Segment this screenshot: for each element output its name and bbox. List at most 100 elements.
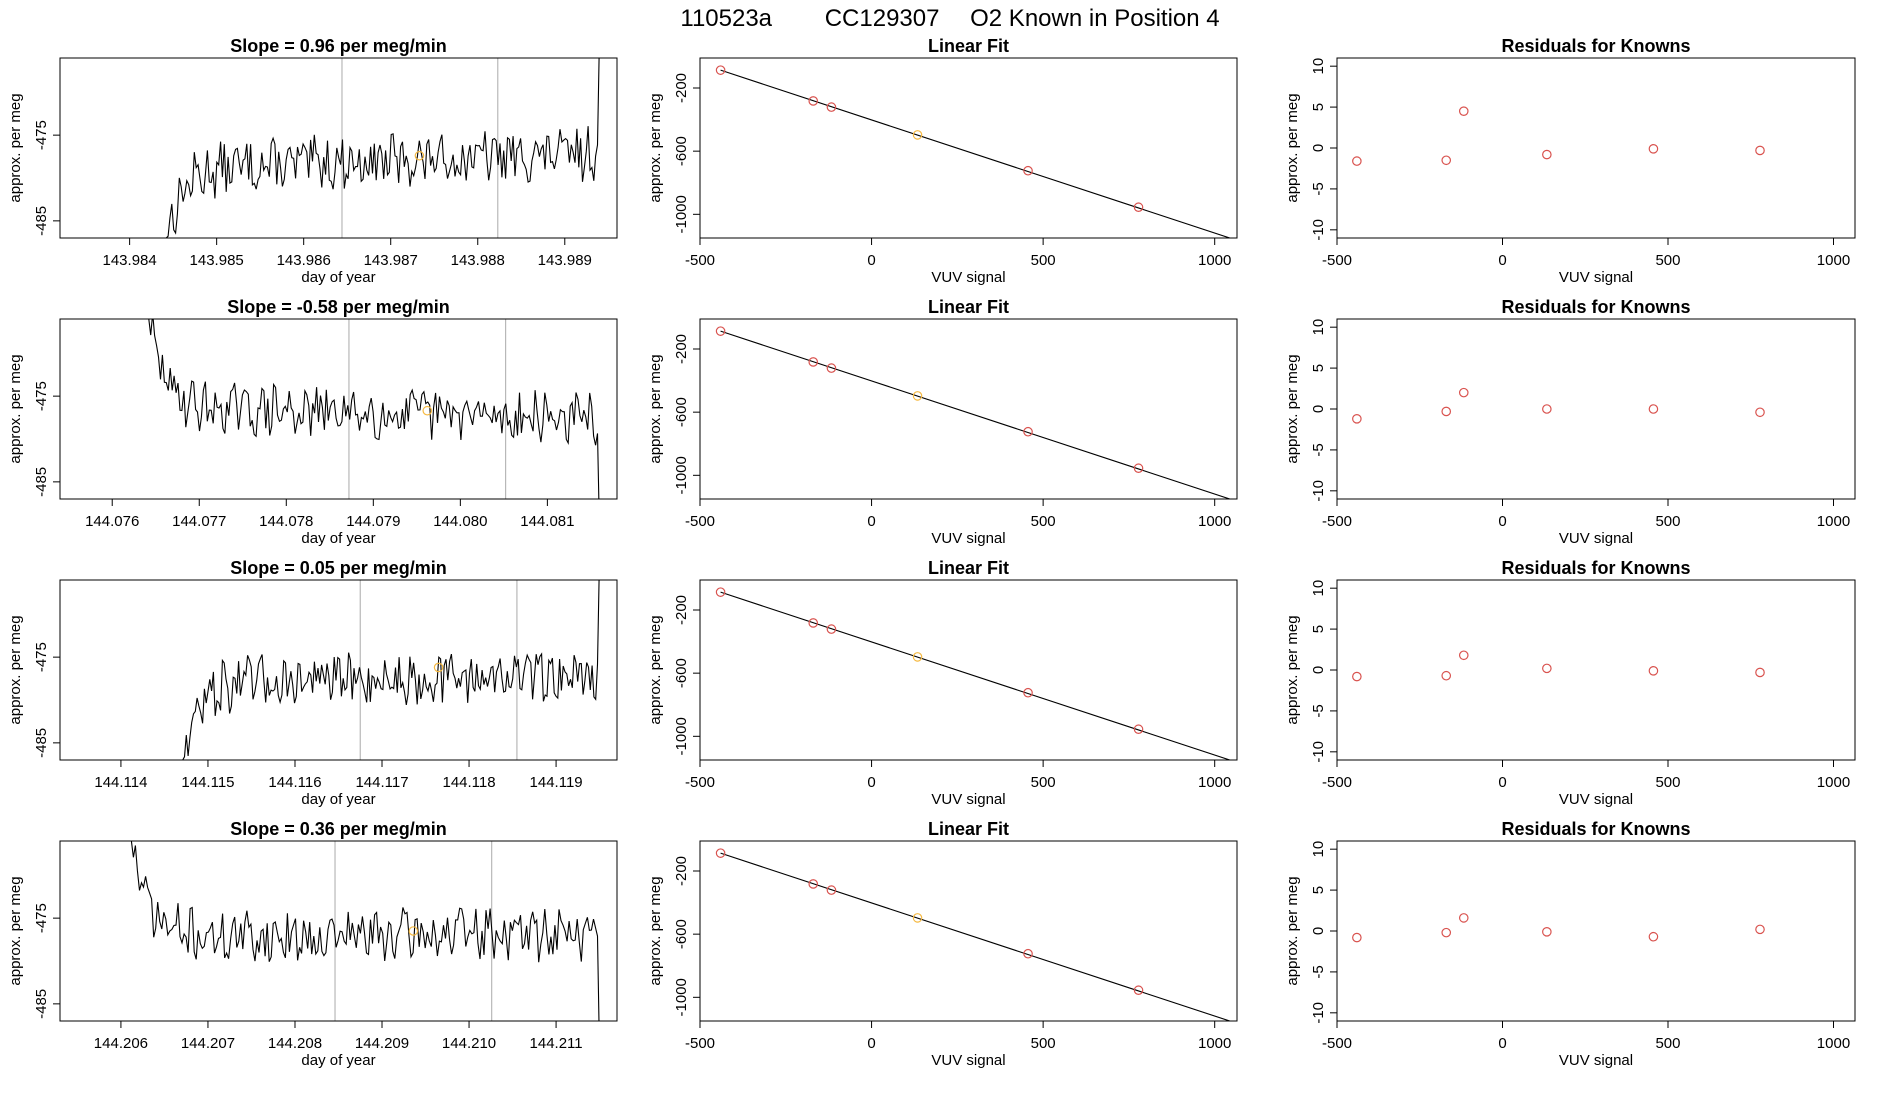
y-tick-label: 5 [1310, 364, 1327, 372]
x-axis-title: VUV signal [1559, 530, 1633, 547]
y-tick-label: -10 [1310, 741, 1327, 763]
data-point [1458, 650, 1469, 661]
y-axis-title: approx. per meg [1284, 354, 1301, 463]
x-axis: -500 0 500 1000 [685, 1020, 1231, 1052]
y-tick-label: 5 [1310, 625, 1327, 633]
x-axis: 144.206 144.207 144.208 144.209 144.210 144.2… [94, 1020, 583, 1052]
x-axis: 144.114 144.115 144.116 144.117 144.118 144.1… [94, 759, 583, 791]
panel-title: Residuals for Knowns [1501, 36, 1690, 56]
plot-frame [1336, 840, 1856, 1022]
data-point [1133, 985, 1144, 996]
y-tick-label: -485 [33, 728, 50, 758]
data-point [826, 624, 837, 634]
x-tick-label: 144.207 [181, 1035, 235, 1052]
y-tick-label: -1000 [673, 717, 690, 755]
x-tick-label: 144.114 [94, 774, 147, 791]
x-tick-label: 144.210 [442, 1035, 496, 1052]
x-axis: -500 0 500 1000 [685, 498, 1231, 530]
y-axis: -475 -485 [33, 642, 61, 758]
y-tick-label: -5 [1310, 182, 1327, 195]
y-tick-label: -475 [33, 642, 50, 672]
y-tick-label: -475 [33, 903, 50, 933]
plot-frame [1336, 57, 1856, 239]
x-axis-title: VUV signal [931, 269, 1005, 286]
data-series-line [130, 841, 600, 1021]
panel-title: Residuals for Knowns [1501, 558, 1690, 578]
plot-area [715, 326, 1232, 499]
data-point [1542, 149, 1552, 160]
data-series-line [182, 580, 600, 760]
x-tick-label: 500 [1031, 252, 1056, 269]
panel-title: Linear Fit [928, 297, 1009, 317]
data-point [808, 357, 819, 367]
y-axis: 10 5 0 -5 -10 [1310, 58, 1338, 241]
y-tick-label: 10 [1310, 58, 1327, 75]
x-tick-label: -500 [1322, 774, 1352, 791]
x-axis-title: VUV signal [931, 791, 1005, 808]
panel-2-1: Slope = -0.58 per meg/min 144.076 144.077 1… [7, 297, 618, 547]
panel-title: Residuals for Knowns [1501, 297, 1690, 317]
x-axis: -500 0 500 1000 [685, 237, 1231, 269]
y-axis: -475 -485 [33, 903, 61, 1019]
x-axis: -500 0 500 1000 [685, 759, 1231, 791]
y-axis: 10 5 0 -5 -10 [1310, 580, 1338, 763]
y-tick-label: -5 [1310, 443, 1327, 456]
y-axis: 10 5 0 -5 -10 [1310, 841, 1338, 1024]
panel-4-2: Linear Fit -500 0 500 1000 VUV signal -200 -600… [647, 819, 1238, 1069]
x-tick-label: 1000 [1198, 1035, 1231, 1052]
data-point [1023, 165, 1033, 176]
data-point [1441, 927, 1452, 938]
data-point-highlight [408, 926, 419, 936]
plot-frame [699, 840, 1238, 1022]
x-axis-title: VUV signal [931, 530, 1005, 547]
x-axis: -500 0 500 1000 [1322, 498, 1850, 530]
y-axis-title: approx. per meg [7, 354, 24, 463]
data-point [1133, 463, 1144, 474]
x-tick-label: -500 [1322, 252, 1352, 269]
data-point [1648, 666, 1659, 676]
y-tick-label: -5 [1310, 965, 1327, 978]
data-point [1023, 948, 1033, 959]
data-series-line [148, 319, 600, 499]
x-tick-label: 500 [1655, 774, 1680, 791]
x-tick-label: 1000 [1198, 252, 1231, 269]
data-point [715, 587, 726, 597]
x-tick-label: 1000 [1817, 774, 1850, 791]
data-point [1648, 404, 1659, 414]
data-point [1755, 407, 1765, 418]
y-axis-title: approx. per meg [7, 876, 24, 985]
x-tick-label: 1000 [1817, 252, 1850, 269]
x-tick-label: -500 [685, 1035, 715, 1052]
data-point [1352, 932, 1362, 943]
plot-area [182, 580, 600, 760]
y-tick-label: -475 [33, 381, 50, 411]
x-tick-label: 143.988 [451, 252, 505, 269]
y-tick-label: -5 [1310, 704, 1327, 717]
panel-title: Residuals for Knowns [1501, 819, 1690, 839]
y-tick-label: -600 [673, 658, 690, 688]
plot-frame [1336, 579, 1856, 761]
x-tick-label: 144.078 [259, 513, 313, 530]
x-tick-label: 500 [1031, 1035, 1056, 1052]
x-axis: 144.076 144.077 144.078 144.079 144.080 144.0… [85, 498, 574, 530]
y-tick-label: -1000 [673, 195, 690, 233]
x-tick-label: -500 [685, 774, 715, 791]
panel-title: Slope = -0.58 per meg/min [227, 297, 450, 317]
data-point [1755, 924, 1765, 935]
y-tick-label: 0 [1310, 405, 1327, 413]
y-axis-title: approx. per meg [7, 615, 24, 724]
y-tick-label: -600 [673, 136, 690, 166]
x-axis-title: day of year [301, 269, 375, 286]
y-tick-label: -200 [673, 334, 690, 364]
y-axis-title: approx. per meg [1284, 876, 1301, 985]
plot-area [715, 587, 1232, 760]
panel-3-3: Residuals for Knowns -500 0 500 1000 VUV sign… [1284, 558, 1856, 808]
data-point-highlight [414, 150, 425, 161]
x-tick-label: 500 [1655, 252, 1680, 269]
y-tick-label: -485 [33, 989, 50, 1019]
plot-area [715, 65, 1232, 238]
y-tick-label: -10 [1310, 1002, 1327, 1024]
